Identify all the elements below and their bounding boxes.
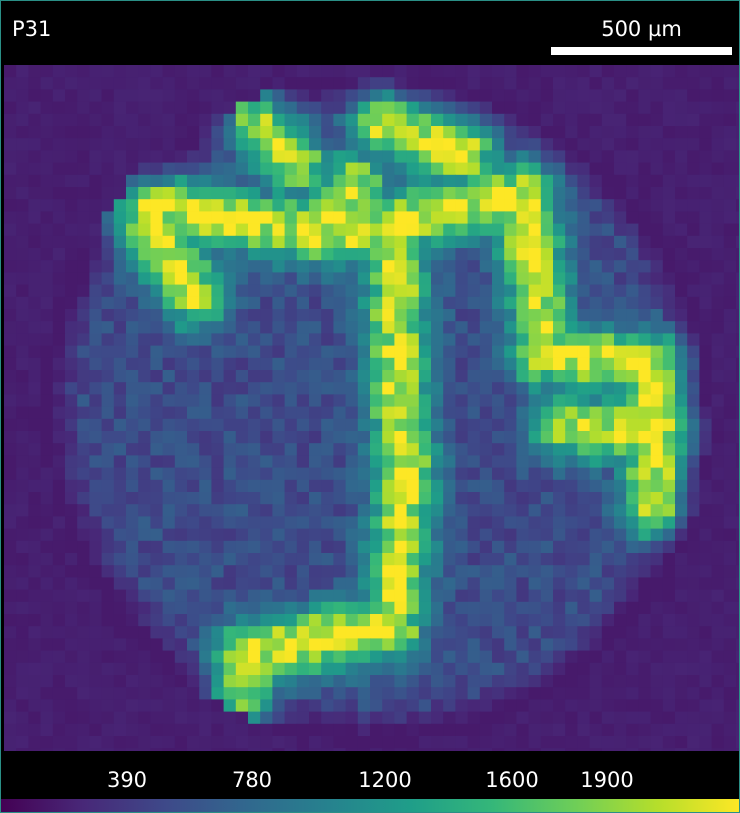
colorbar-tick-1: 390 [106,768,148,792]
colorbar-tick-2: 780 [231,768,273,792]
heatmap-canvas [4,65,739,751]
scale-bar [551,47,732,55]
element-label: P31 [12,17,52,41]
scale-bar-label: 500 µm [601,17,682,41]
colorbar-gradient [1,799,739,812]
colorbar-tick-3: 1200 [358,768,412,792]
header-bar: P31 500 µm [1,1,739,65]
colorbar-tick-4: 1600 [485,768,539,792]
colorbar-labels: 390 780 1200 1600 1900 [1,751,739,799]
element-map-image [4,65,739,751]
colorbar-tick-5: 1900 [580,768,634,792]
